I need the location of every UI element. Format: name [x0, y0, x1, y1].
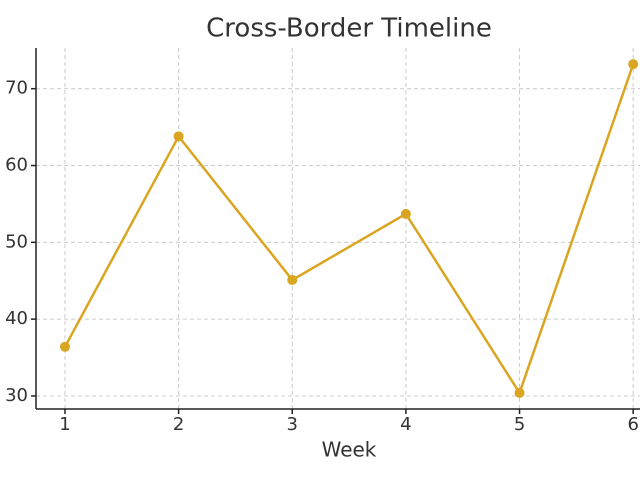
y-tick-label: 50: [5, 231, 28, 252]
x-tick-label: 4: [400, 414, 411, 435]
y-tick-label: 60: [5, 155, 28, 176]
y-tick-label: 30: [5, 385, 28, 406]
x-axis-label: Week: [322, 438, 377, 462]
line: [63, 63, 635, 396]
x-tick-label: 1: [59, 414, 70, 435]
x-tick-label: 2: [173, 414, 184, 435]
x-tick-label: 3: [287, 414, 298, 435]
x-tick-label: 6: [627, 414, 638, 435]
point: [628, 59, 639, 70]
point: [400, 208, 411, 219]
chart-title: Cross-Border Timeline: [206, 14, 492, 44]
x-tick-label: 5: [514, 414, 525, 435]
point: [514, 387, 525, 398]
point: [287, 274, 298, 285]
y-tick-label: 70: [5, 78, 28, 99]
point: [59, 341, 70, 352]
y-tick-label: 40: [5, 308, 28, 329]
point: [173, 131, 184, 142]
